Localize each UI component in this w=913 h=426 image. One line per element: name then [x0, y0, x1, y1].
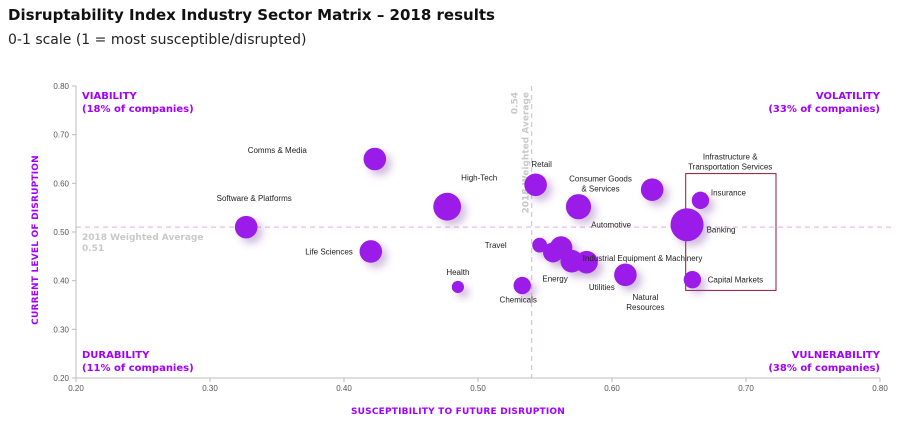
y-tick-label: 0.50 — [53, 228, 69, 237]
bubble-infrastructure-transportation-services — [640, 178, 664, 201]
quadrant-vulnerability-title: VULNERABILITY — [792, 350, 881, 361]
y-tick-label: 0.20 — [53, 374, 69, 383]
quadrant-volatility-title: VOLATILITY — [816, 91, 881, 102]
point-label-insurance: Insurance — [711, 188, 747, 197]
point-label-natural-resources: Natural Resources — [626, 293, 664, 312]
bubble-industrial-equipment-machinery — [575, 250, 598, 274]
bubble-natural-resources — [614, 263, 637, 287]
point-label-consumer-goods-services: Consumer Goods & Services — [569, 175, 632, 194]
x-tick-label: 0.40 — [336, 384, 352, 393]
point-label-life-sciences: Life Sciences — [305, 247, 353, 256]
bubble-capital-markets — [683, 270, 702, 289]
quadrant-vulnerability-share: (38% of companies) — [768, 363, 880, 374]
point-label-high-tech: High-Tech — [461, 174, 497, 183]
x-tick-label: 0.20 — [68, 384, 84, 393]
x-average-caption: 2018 Weighted Average — [522, 92, 532, 213]
y-average-caption: 2018 Weighted Average — [82, 233, 203, 243]
point-label-chemicals: Chemicals — [500, 296, 537, 305]
quadrant-durability-share: (11% of companies) — [82, 363, 194, 374]
quadrant-viability-title: VIABILITY — [82, 91, 137, 102]
bubble-travel — [532, 237, 548, 253]
quadrant-durability-title: DURABILITY — [82, 350, 150, 361]
point-label-travel: Travel — [485, 241, 507, 250]
y-tick-label: 0.60 — [53, 179, 69, 188]
point-label-health: Health — [446, 268, 469, 277]
quadrant-viability-share: (18% of companies) — [82, 104, 194, 115]
point-label-capital-markets: Capital Markets — [708, 276, 764, 285]
quadrant-volatility-share: (33% of companies) — [768, 104, 880, 115]
x-tick-label: 0.50 — [470, 384, 486, 393]
chart-title: Disruptability Index Industry Sector Mat… — [8, 6, 495, 24]
point-label-comms-media: Comms & Media — [248, 146, 308, 155]
y-tick-label: 0.80 — [53, 82, 69, 91]
x-axis-title: SUSCEPTIBILITY TO FUTURE DISRUPTION — [351, 407, 565, 417]
point-label-retail: Retail — [531, 160, 552, 169]
x-tick-label: 0.30 — [202, 384, 218, 393]
bubble-high-tech — [433, 192, 462, 221]
bubble-retail — [524, 173, 547, 197]
point-label-automotive: Automotive — [591, 221, 632, 230]
bubble-chemicals — [513, 276, 531, 295]
bubble-consumer-goods-services — [565, 194, 592, 220]
x-average-value: 0.54 — [511, 92, 521, 114]
x-tick-label: 0.80 — [872, 384, 888, 393]
y-axis-title: CURRENT LEVEL OF DISRUPTION — [31, 155, 41, 325]
y-tick-label: 0.30 — [53, 325, 69, 334]
point-label-utilities: Utilities — [589, 283, 615, 292]
bubble-banking — [670, 208, 704, 242]
y-tick-label: 0.70 — [53, 131, 69, 140]
point-label-software-platforms: Software & Platforms — [217, 194, 292, 203]
bubble-life-sciences — [359, 240, 383, 263]
y-tick-label: 0.40 — [53, 277, 69, 286]
y-average-value: 0.51 — [82, 244, 104, 254]
bubble-software-platforms — [234, 215, 258, 239]
bubble-comms-media — [363, 147, 387, 171]
point-label-banking: Banking — [707, 226, 736, 235]
bubble-insurance — [691, 191, 710, 210]
bubble-energy — [543, 242, 564, 263]
chart-subtitle: 0-1 scale (1 = most susceptible/disrupte… — [8, 32, 307, 48]
point-label-industrial-equipment-machinery: Industrial Equipment & Machinery — [583, 254, 703, 263]
x-tick-label: 0.60 — [604, 384, 620, 393]
point-label-infrastructure-transportation-services: Infrastructure & Transportation Services — [688, 153, 772, 172]
x-tick-label: 0.70 — [738, 384, 754, 393]
point-label-energy: Energy — [542, 274, 567, 283]
bubble-health — [451, 280, 464, 294]
